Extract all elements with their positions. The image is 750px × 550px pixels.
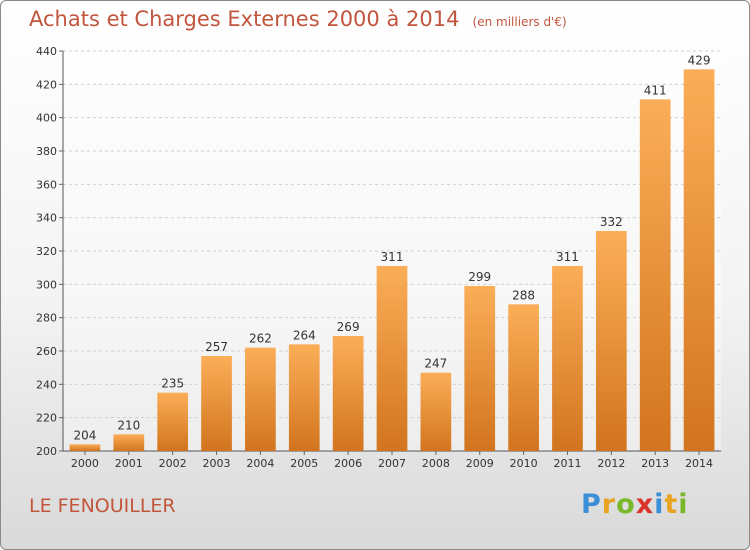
logo-letter: i [678,489,689,520]
logo-letter: x [635,489,655,520]
bar-value-label: 262 [249,332,272,346]
x-tick-label: 2002 [159,457,187,470]
bar-value-label: 247 [424,357,447,371]
y-tick-label: 360 [36,178,57,191]
x-tick-label: 2011 [553,457,581,470]
logo-letter: P [581,489,602,520]
chart-title-block: Achats et Charges Externes 2000 à 2014 (… [29,7,567,31]
bar [552,266,583,451]
y-tick-label: 200 [36,445,57,458]
x-tick-label: 2006 [334,457,362,470]
logo-letter: r [601,489,617,520]
chart-unit: (en milliers d'€) [472,15,567,29]
x-tick-label: 2004 [246,457,274,470]
bar [157,392,189,451]
bar [113,434,145,451]
y-tick-label: 240 [36,378,57,391]
bar [332,336,364,451]
x-tick-label: 2012 [597,457,625,470]
x-tick-label: 2009 [466,457,494,470]
y-tick-label: 400 [36,112,57,125]
bar-value-label: 235 [161,377,184,391]
x-tick-label: 2000 [71,457,99,470]
x-tick-label: 2001 [115,457,143,470]
y-tick-label: 340 [36,212,57,225]
bar-value-label: 411 [644,83,667,97]
y-tick-label: 420 [36,78,57,91]
bar [639,99,671,451]
logo-letter: t [664,489,679,520]
x-tick-label: 2010 [510,457,538,470]
proxiti-logo[interactable]: Proxiti [581,489,689,520]
bar-value-label: 311 [381,250,404,264]
x-tick-label: 2014 [685,457,713,470]
bar [288,344,320,451]
bar [464,286,496,451]
bar [420,372,452,451]
bar-value-label: 311 [556,250,579,264]
bar-value-label: 429 [688,53,711,67]
bar [69,444,101,451]
y-tick-label: 440 [36,45,57,58]
bar-value-label: 204 [73,428,96,442]
bar-value-label: 299 [468,270,491,284]
bar-value-label: 288 [512,288,535,302]
y-tick-label: 300 [36,278,57,291]
logo-letter: o [616,489,636,520]
y-tick-label: 220 [36,412,57,425]
bar-value-label: 332 [600,215,623,229]
logo-letter: i [654,489,665,520]
x-tick-label: 2003 [203,457,231,470]
x-tick-label: 2005 [290,457,318,470]
bar [376,266,408,451]
bar [201,356,232,451]
bar-value-label: 264 [293,328,316,342]
bar-value-label: 210 [117,418,140,432]
x-tick-label: 2008 [422,457,450,470]
bar [508,304,539,451]
y-tick-label: 260 [36,345,57,358]
bar [245,347,276,451]
bar [683,69,715,451]
town-name: LE FENOUILLER [29,495,176,517]
y-tick-label: 320 [36,245,57,258]
bar-value-label: 257 [205,340,228,354]
bar [595,231,627,451]
y-tick-label: 380 [36,145,57,158]
x-tick-label: 2013 [641,457,669,470]
y-tick-label: 280 [36,312,57,325]
chart-title: Achats et Charges Externes 2000 à 2014 [29,7,460,31]
bar-value-label: 269 [337,320,360,334]
x-tick-label: 2007 [378,457,406,470]
